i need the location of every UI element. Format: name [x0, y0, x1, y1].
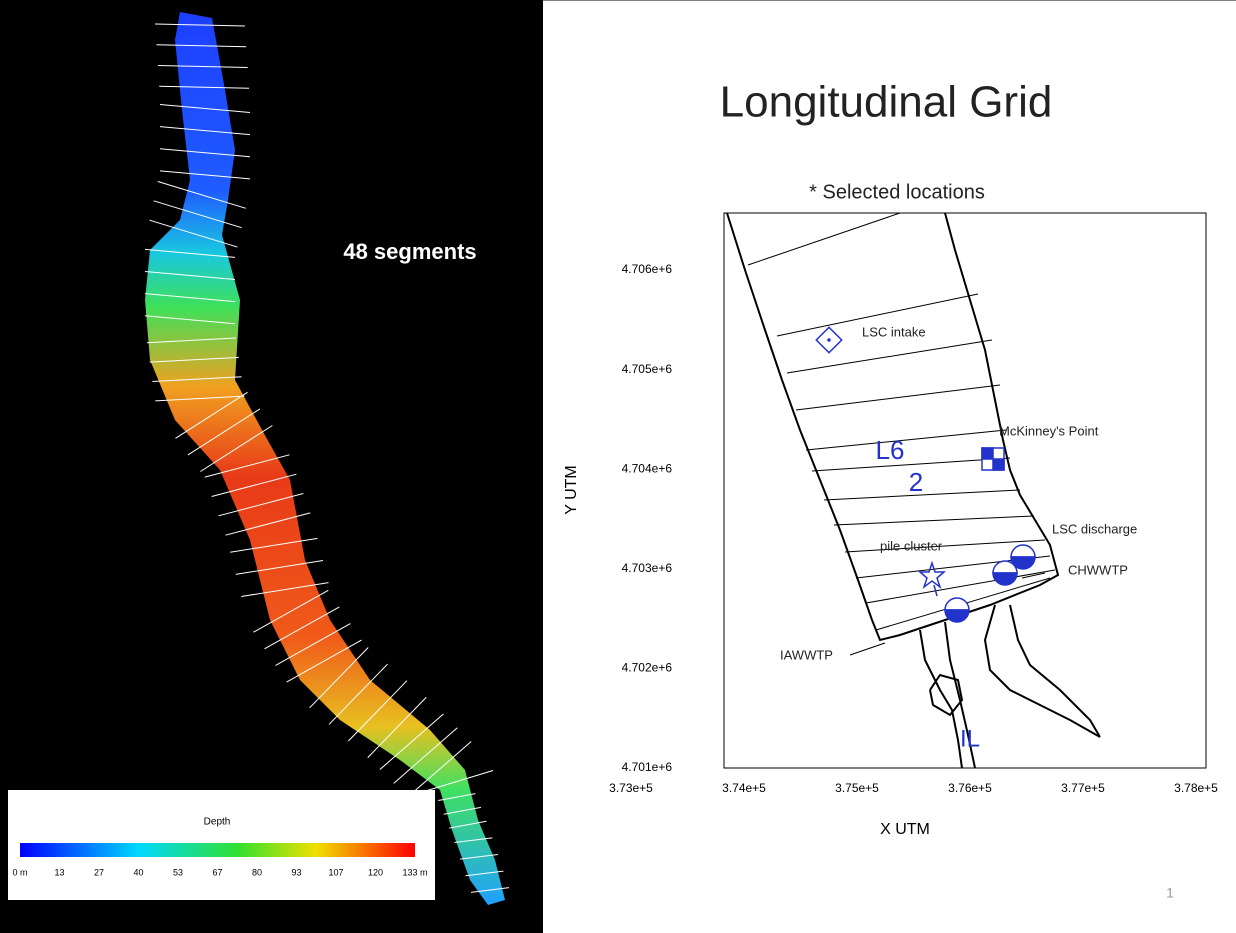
page-number: 1: [1166, 885, 1174, 901]
legend-label: 27: [94, 867, 104, 877]
y-tick-label: 4.704e+6: [622, 461, 673, 475]
y-axis-label: Y UTM: [563, 465, 580, 514]
y-tick-label: 4.706e+6: [622, 262, 673, 276]
legend-label: 67: [212, 867, 222, 877]
y-tick-label: 4.703e+6: [622, 561, 673, 575]
legend-label: 107: [328, 867, 343, 877]
slide-title: Longitudinal Grid: [720, 78, 1053, 127]
x-tick-label: 3.73e+5: [609, 781, 653, 795]
map-label: LSC discharge: [1052, 521, 1137, 536]
legend-label: 13: [54, 867, 64, 877]
legend-label: 120: [368, 867, 383, 877]
map-label: pile cluster: [880, 538, 943, 553]
x-axis-label: X UTM: [880, 821, 930, 838]
x-tick-label: 3.77e+5: [1061, 781, 1105, 795]
legend-title: Depth: [204, 817, 231, 828]
map-label: IAWWTP: [780, 647, 833, 662]
map-label: LSC intake: [862, 324, 926, 339]
y-tick-label: 4.701e+6: [622, 760, 673, 774]
x-tick-label: 3.74e+5: [722, 781, 766, 795]
y-tick-label: 4.702e+6: [622, 661, 673, 675]
legend-label: 53: [173, 867, 183, 877]
x-tick-label: 3.78e+5: [1174, 781, 1218, 795]
legend-label: 93: [291, 867, 301, 877]
legend-colorbar: [20, 843, 415, 857]
annotation: 48 segments: [343, 239, 476, 264]
map-label: CHWWTP: [1068, 562, 1128, 577]
subtitle: * Selected locations: [809, 181, 985, 203]
markers: [816, 327, 1035, 622]
map-label: L6: [876, 435, 905, 465]
legend-label: 40: [133, 867, 143, 877]
map-label: McKinney's Point: [999, 423, 1099, 438]
y-tick-label: 4.705e+6: [622, 362, 673, 376]
map-label: 2: [909, 467, 923, 497]
legend-label: 80: [252, 867, 262, 877]
x-tick-label: 3.75e+5: [835, 781, 879, 795]
legend-label: 0 m: [12, 867, 27, 877]
map-label: IL: [960, 725, 980, 752]
legend-label: 133 m: [402, 867, 427, 877]
x-tick-label: 3.76e+5: [948, 781, 992, 795]
slide: 48 segments Depth 0 m1327405367809310712…: [0, 0, 1236, 933]
